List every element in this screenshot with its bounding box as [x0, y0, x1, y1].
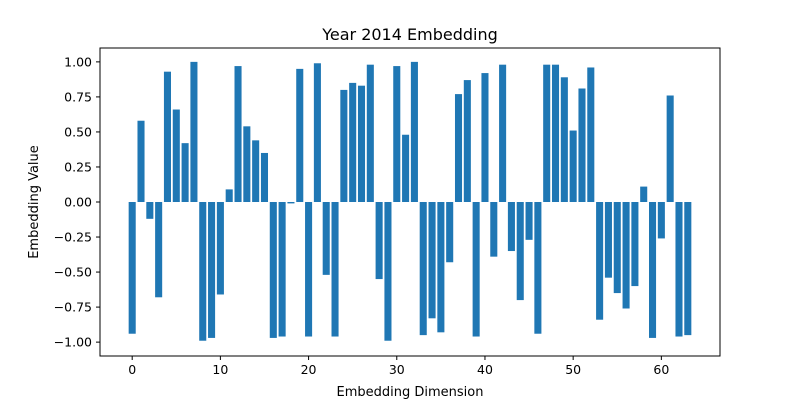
bar-dim-55 — [613, 202, 621, 294]
bar-dim-29 — [384, 202, 392, 341]
y-tick-label: −0.75 — [54, 300, 92, 315]
bar-dim-14 — [252, 140, 260, 202]
x-tick-label: 40 — [477, 362, 493, 377]
bar-dim-8 — [199, 202, 207, 341]
bar-dim-48 — [551, 64, 560, 203]
plot-frame — [99, 47, 721, 357]
bar-dim-60 — [657, 202, 665, 239]
chart-title: Year 2014 Embedding — [321, 25, 498, 44]
x-tick-label: 20 — [301, 362, 317, 377]
bar-dim-25 — [349, 82, 357, 202]
bar-dim-38 — [463, 80, 471, 202]
bar-dim-49 — [560, 77, 568, 202]
bar-dim-18 — [287, 202, 295, 204]
y-tick-label: −0.25 — [54, 230, 92, 245]
y-axis-label: Embedding Value — [27, 145, 42, 259]
bar-dim-39 — [472, 202, 480, 337]
bar-dim-42 — [499, 64, 507, 203]
bar-dim-58 — [640, 186, 648, 202]
bar-dim-20 — [305, 202, 313, 337]
bar-dim-32 — [410, 61, 418, 203]
bar-dim-4 — [163, 71, 171, 203]
bar-dim-37 — [454, 94, 463, 202]
bar-dim-7 — [190, 61, 198, 203]
bar-dim-40 — [481, 73, 489, 202]
bar-dim-28 — [375, 202, 383, 280]
bar-dim-45 — [525, 202, 533, 240]
x-tick-label: 10 — [212, 362, 228, 377]
bar-dim-11 — [225, 189, 233, 202]
bar-dim-2 — [146, 202, 154, 219]
y-tick-label: 0.75 — [64, 89, 92, 104]
bar-dim-3 — [155, 202, 163, 298]
x-tick-label: 50 — [565, 362, 581, 377]
bar-dim-6 — [181, 143, 189, 202]
x-tick-label: 0 — [128, 362, 136, 377]
bar-dim-62 — [675, 202, 683, 337]
y-tick-label: −0.50 — [54, 265, 92, 280]
bar-dim-9 — [208, 202, 216, 338]
bar-dim-24 — [340, 89, 348, 202]
y-tick-label: 0.50 — [64, 124, 92, 139]
bar-dim-44 — [516, 202, 524, 301]
bar-dim-33 — [419, 202, 427, 336]
bar-dim-19 — [296, 68, 304, 202]
bar-dim-51 — [578, 88, 586, 202]
bar-dim-0 — [128, 202, 136, 334]
x-tick-label: 60 — [653, 362, 669, 377]
bar-dim-41 — [490, 202, 498, 257]
bar-dim-30 — [393, 66, 401, 202]
bar-dim-26 — [357, 85, 366, 202]
bar-dim-23 — [331, 202, 339, 337]
y-axis-ticks: −1.00 −0.75 −0.50 −0.25 0.00 0.25 0.50 0.75 1.00 — [54, 54, 100, 350]
bar-dim-57 — [631, 202, 639, 287]
x-axis-label: Embedding Dimension — [337, 385, 484, 400]
bar-dim-17 — [278, 202, 286, 337]
bar-series — [128, 61, 692, 341]
bar-dim-54 — [604, 202, 612, 278]
bar-dim-1 — [137, 120, 145, 202]
bar-dim-61 — [666, 95, 674, 202]
bar-dim-50 — [569, 130, 577, 202]
bar-dim-47 — [543, 64, 551, 203]
y-tick-label: 0.00 — [64, 195, 92, 210]
bar-dim-52 — [587, 67, 595, 202]
y-tick-label: 1.00 — [64, 54, 92, 69]
x-axis-ticks: 0 10 20 30 40 50 60 — [128, 356, 669, 377]
bar-dim-35 — [437, 202, 445, 333]
bar-dim-53 — [596, 202, 604, 320]
bar-dim-59 — [649, 202, 657, 338]
bar-dim-43 — [507, 202, 515, 252]
x-tick-label: 30 — [389, 362, 405, 377]
bar-dim-13 — [243, 126, 251, 202]
bar-dim-36 — [446, 202, 454, 263]
bar-dim-27 — [366, 64, 374, 203]
bar-dim-15 — [260, 152, 269, 202]
bar-dim-10 — [216, 202, 224, 295]
bar-dim-21 — [313, 63, 321, 202]
bar-dim-12 — [234, 66, 242, 202]
y-tick-label: −1.00 — [54, 335, 92, 350]
bar-dim-46 — [534, 202, 542, 334]
bar-dim-56 — [622, 202, 630, 309]
bar-dim-5 — [172, 109, 180, 202]
bar-dim-31 — [402, 134, 410, 202]
bar-dim-34 — [428, 202, 436, 319]
y-tick-label: 0.25 — [64, 159, 92, 174]
bar-dim-63 — [684, 202, 692, 336]
bar-dim-22 — [322, 202, 330, 275]
bar-dim-16 — [269, 202, 277, 338]
